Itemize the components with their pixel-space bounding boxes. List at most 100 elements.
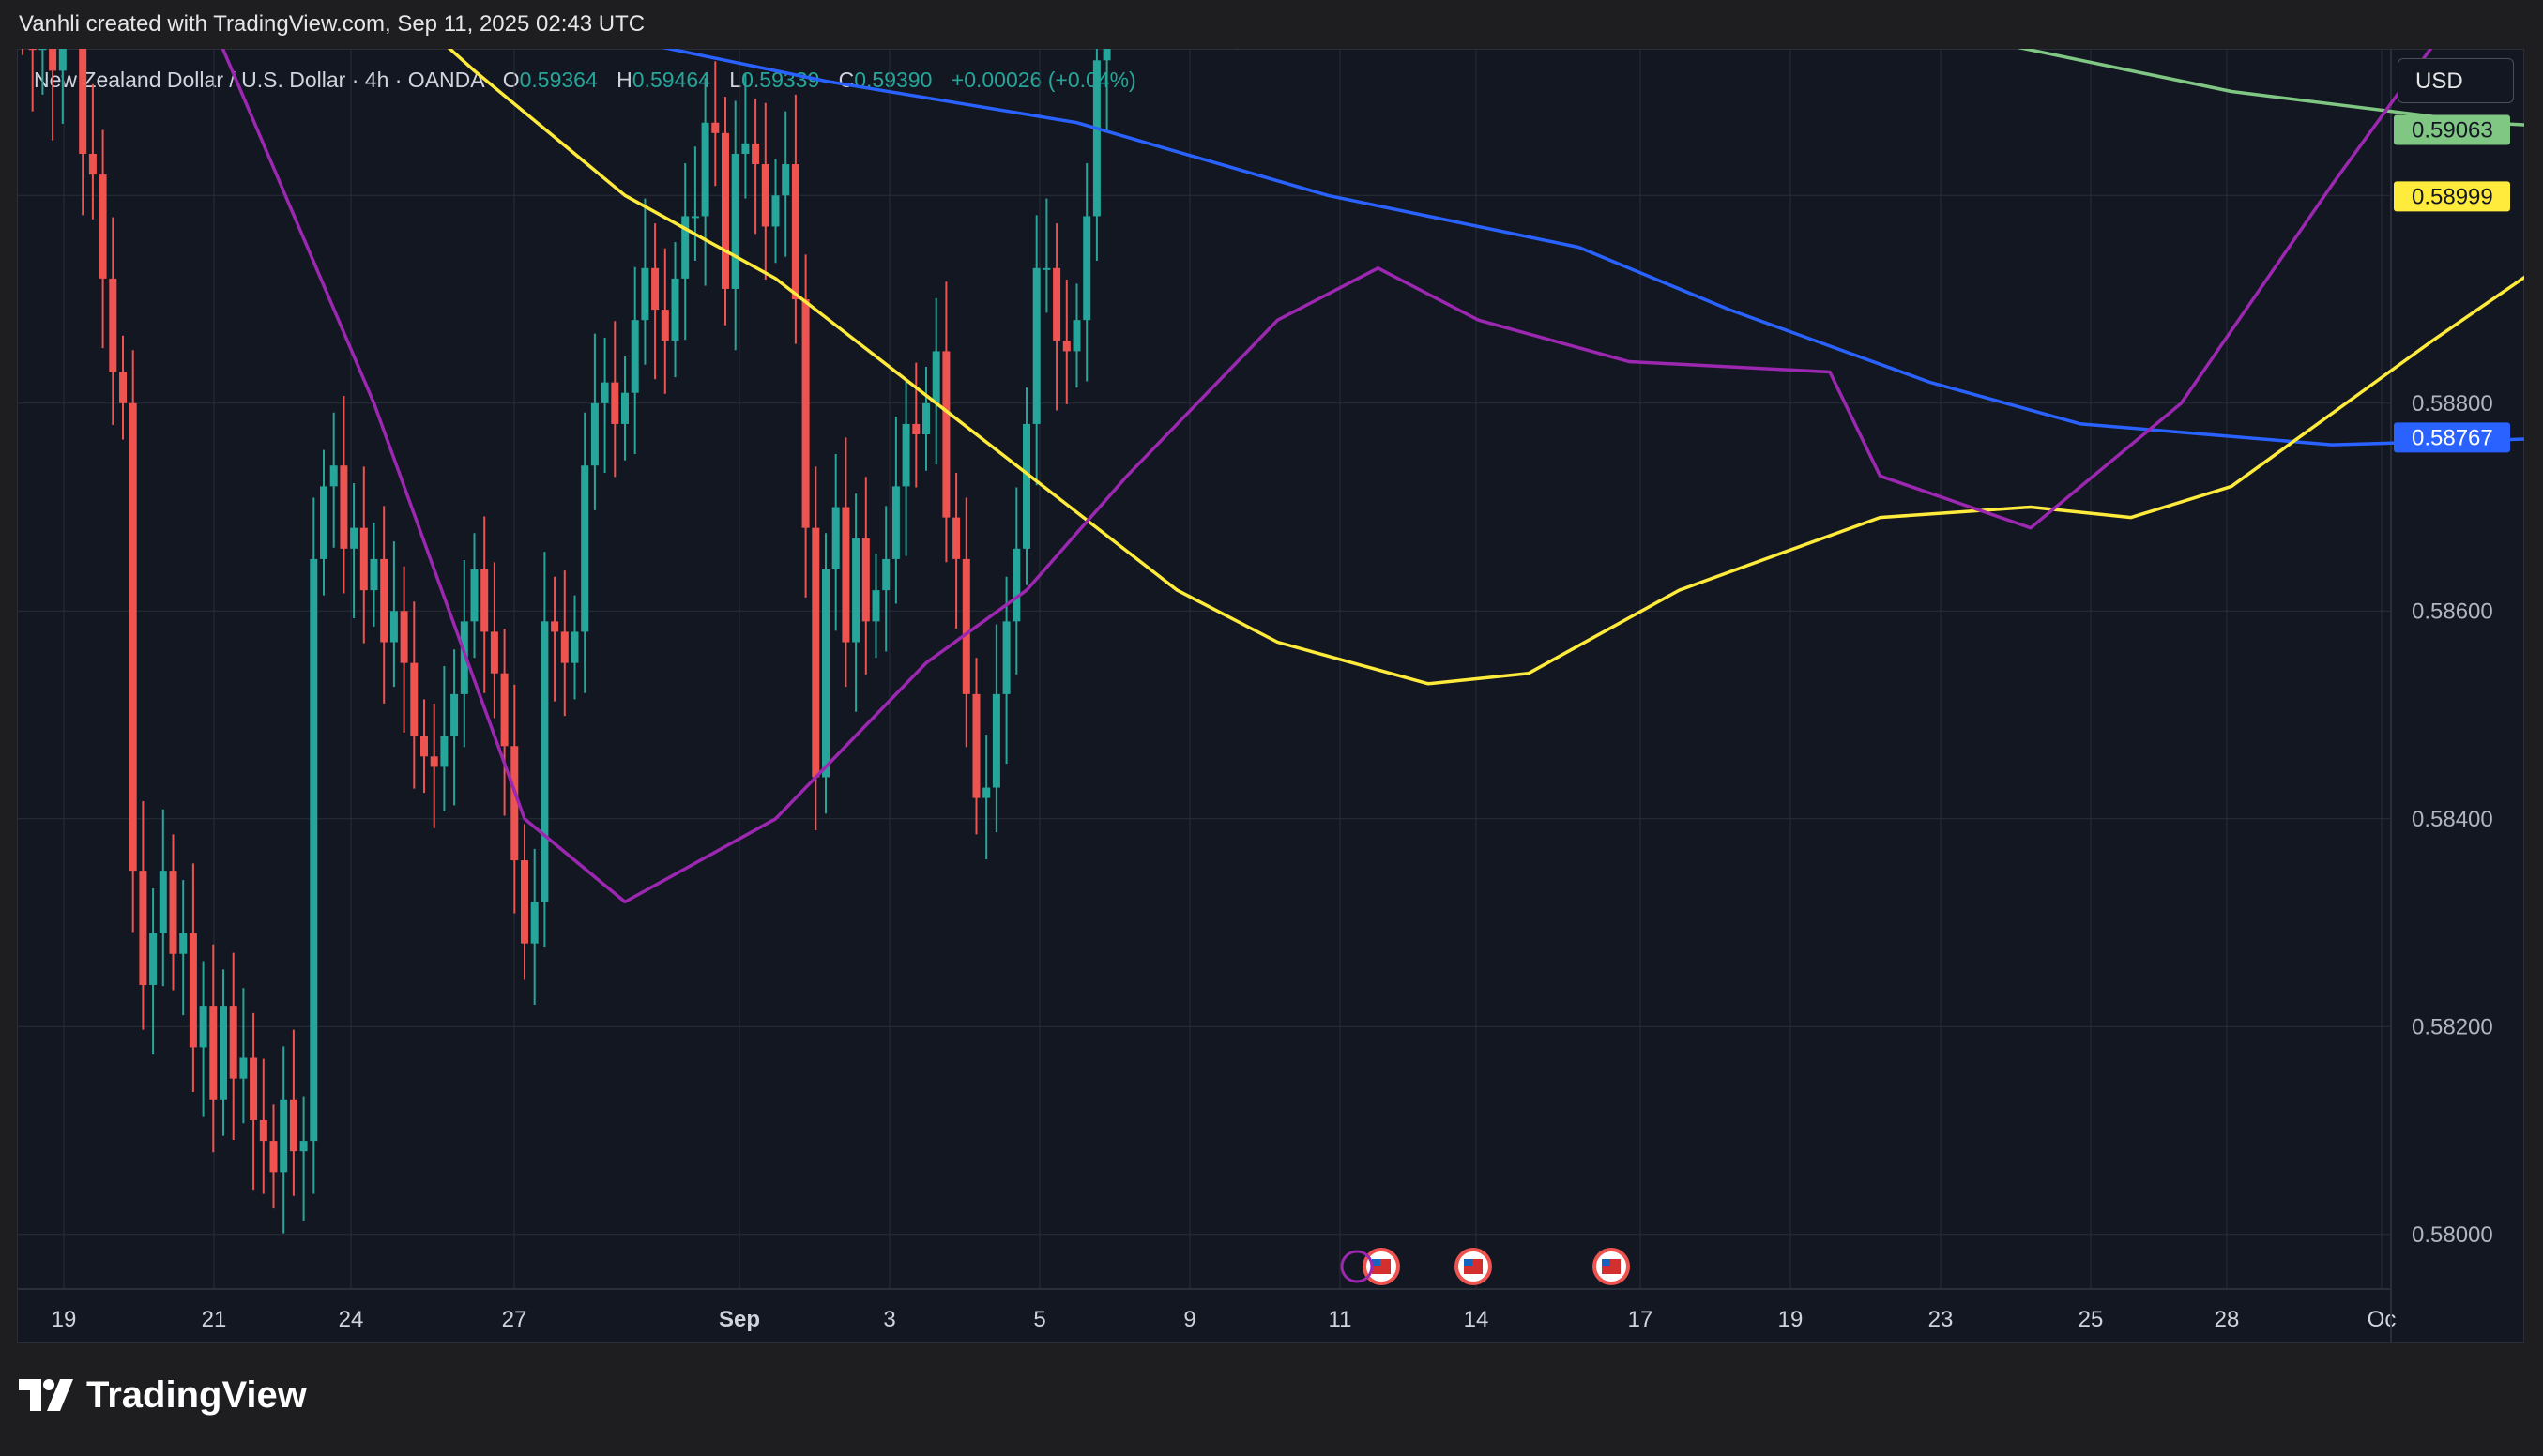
currency-unit-button[interactable]: USD <box>2398 58 2514 103</box>
candle-body <box>812 527 820 778</box>
x-tick-label: Sep <box>719 1307 760 1332</box>
x-tick-label: 19 <box>52 1307 77 1332</box>
candle-body <box>209 1006 218 1100</box>
x-tick-label: 9 <box>1183 1307 1195 1332</box>
candle-body <box>831 507 840 569</box>
chart-caption: Vanhli created with TradingView.com, Sep… <box>19 11 646 37</box>
x-tick-label: 24 <box>339 1307 364 1332</box>
candle-body <box>38 49 47 51</box>
us-flag-canton-icon <box>1602 1259 1610 1266</box>
candle-body <box>49 49 57 71</box>
candle-body <box>269 1141 278 1173</box>
y-tick-label: 0.58000 <box>2412 1222 2493 1248</box>
candle-body <box>250 1057 258 1120</box>
candle-body <box>922 402 930 434</box>
candle-body <box>882 558 891 591</box>
ma-purple-line <box>220 49 2433 904</box>
candle-body <box>1023 423 1030 549</box>
candle-body <box>530 902 539 944</box>
candle-body <box>510 746 519 861</box>
candle-body <box>621 392 629 424</box>
candle-body <box>450 693 459 736</box>
candle-body <box>28 49 37 51</box>
candle-body <box>359 527 368 591</box>
x-tick-label: 27 <box>502 1307 527 1332</box>
candle-body <box>1092 60 1101 217</box>
candle-body <box>350 527 358 549</box>
candle-body <box>741 143 750 154</box>
candle-body <box>691 216 699 219</box>
candle-body <box>1032 267 1041 424</box>
candle-body <box>189 933 197 1048</box>
candle-body <box>329 465 338 487</box>
candle-body <box>320 486 327 559</box>
candle-body <box>109 278 117 372</box>
candle-body <box>782 164 790 196</box>
candle-body <box>711 122 720 133</box>
x-tick-label: 5 <box>1033 1307 1045 1332</box>
x-tick-label: 11 <box>1329 1307 1352 1332</box>
candle-body <box>791 164 799 300</box>
candle-body <box>380 558 388 643</box>
candle-body <box>872 590 880 622</box>
candle-body <box>611 382 619 424</box>
candle-body <box>801 299 810 528</box>
candle-body <box>500 673 509 747</box>
candle-body <box>389 611 398 643</box>
candle-body <box>992 693 1000 788</box>
candle-body <box>119 372 127 403</box>
candle-body <box>571 631 579 663</box>
candle-body <box>159 871 167 933</box>
candle-body <box>99 174 107 279</box>
candle-body <box>58 49 67 71</box>
candle-body <box>199 1006 207 1048</box>
candle-body <box>651 267 660 311</box>
high-label: H <box>617 68 632 92</box>
us-flag-canton-icon <box>1372 1259 1380 1266</box>
candle-body <box>932 351 940 403</box>
candle-body <box>420 736 428 757</box>
us-flag-canton-icon <box>1464 1259 1472 1266</box>
candle-body <box>220 1006 227 1100</box>
open-label: O <box>502 68 520 92</box>
candle-body <box>671 278 679 341</box>
ma-yellow-line <box>447 49 2524 686</box>
candle-body <box>962 558 970 694</box>
tradingview-logo: TradingView <box>19 1374 307 1417</box>
candle-body <box>229 1006 237 1079</box>
candle-body <box>972 693 981 798</box>
open-value: 0.59364 <box>519 68 598 92</box>
candle-body <box>139 871 147 985</box>
candle-body <box>340 465 348 549</box>
lightning-event-icon <box>1340 1250 1374 1283</box>
candle-body <box>179 933 188 954</box>
candle-body <box>852 538 860 643</box>
x-tick-label: 25 <box>2079 1307 2104 1332</box>
candle-body <box>942 351 951 518</box>
candle-body <box>601 382 609 403</box>
candle-body <box>239 1057 248 1079</box>
candle-body <box>590 402 599 466</box>
x-tick-label: 17 <box>1628 1307 1653 1332</box>
candle-body <box>681 216 690 279</box>
x-tick-label: 21 <box>202 1307 227 1332</box>
candle-body <box>310 558 318 1142</box>
chart-frame[interactable] <box>17 49 2524 1343</box>
candle-body <box>490 631 498 674</box>
price-tag-label: 0.58999 <box>2412 184 2493 209</box>
candle-body <box>701 122 709 217</box>
candle-body <box>1043 267 1051 270</box>
y-tick-label: 0.58800 <box>2412 391 2493 417</box>
candle-body <box>1073 320 1081 352</box>
price-tag <box>2394 114 2510 145</box>
x-tick-label: 3 <box>883 1307 895 1332</box>
candle-body <box>79 49 87 154</box>
candle-body <box>400 611 408 663</box>
candle-body <box>661 310 669 341</box>
price-chart[interactable]: 0.602000.600000.598000.596000.594000.592… <box>17 49 2524 1343</box>
candle-body <box>822 569 830 778</box>
candle-body <box>952 517 961 559</box>
candle-body <box>1002 621 1011 694</box>
candle-body <box>1103 49 1111 61</box>
brand-name: TradingView <box>86 1374 307 1416</box>
